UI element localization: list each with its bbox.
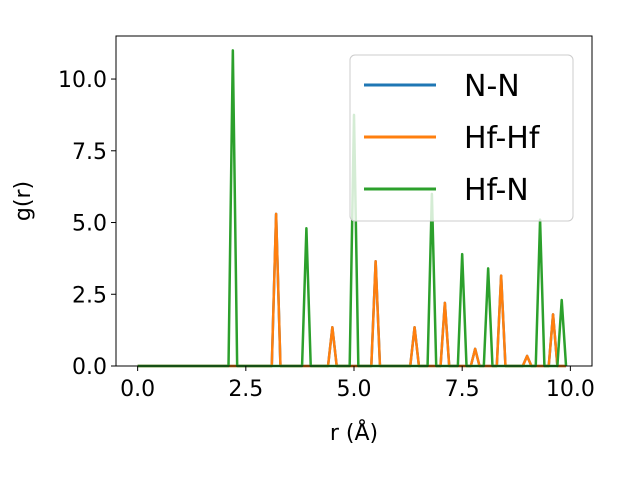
- x-tick-label: 0.0: [120, 377, 155, 402]
- x-axis-label: r (Å): [330, 419, 378, 446]
- x-tick-label: 10.0: [546, 377, 595, 402]
- x-tick-label: 2.5: [228, 377, 263, 402]
- legend-label-n-n: N-N: [464, 69, 520, 104]
- x-axis: 0.0 2.5 5.0 7.5 10.0: [120, 366, 595, 402]
- series-line-hf-hf: [137, 212, 567, 368]
- legend-box: [349, 54, 574, 222]
- y-tick-label: 2.5: [72, 283, 107, 308]
- y-tick-label: 7.5: [72, 140, 107, 165]
- y-tick-label: 5.0: [72, 212, 107, 237]
- x-tick-label: 7.5: [445, 377, 480, 402]
- legend-label-hf-n: Hf-N: [464, 173, 529, 208]
- y-axis-label: g(r): [11, 181, 36, 221]
- y-tick-label: 0.0: [72, 355, 107, 380]
- legend-label-hf-hf: Hf-Hf: [464, 121, 541, 156]
- x-tick-label: 5.0: [337, 377, 372, 402]
- y-tick-label: 10.0: [58, 68, 107, 93]
- y-axis: 0.0 2.5 5.0 7.5 10.0: [58, 68, 116, 380]
- legend: N-N Hf-Hf Hf-N: [349, 54, 574, 222]
